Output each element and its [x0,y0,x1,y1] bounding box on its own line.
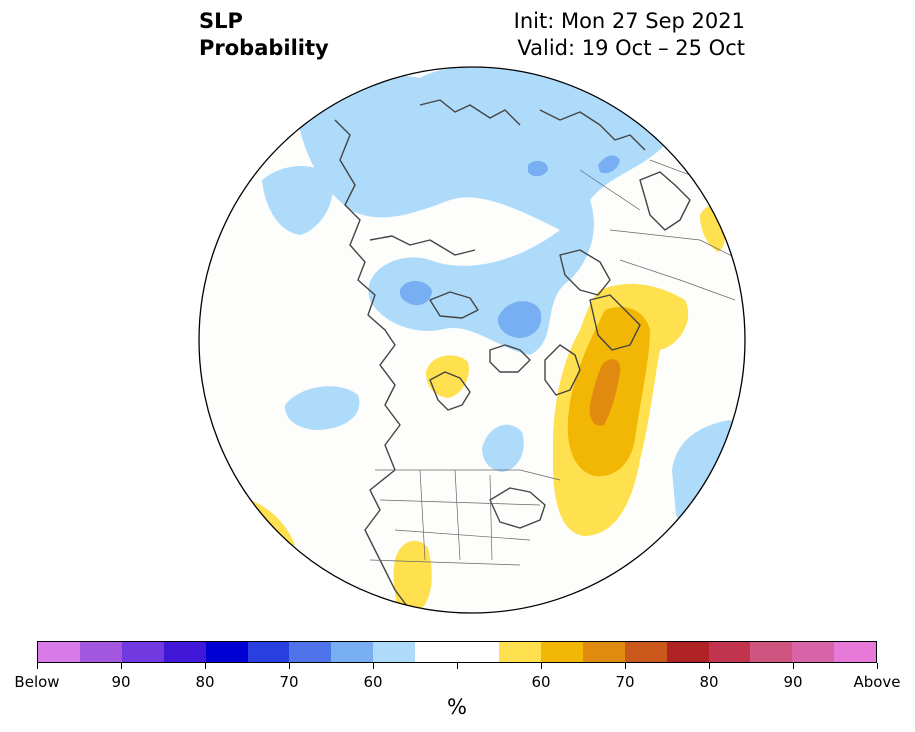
colorbar-segment [498,642,541,662]
title-product: Probability [199,36,329,60]
colorbar-tick [624,663,626,669]
valid-range: Valid: 19 Oct – 25 Oct [517,36,745,60]
colorbar-tick-label: 60 [531,673,551,691]
map-dates: Init: Mon 27 Sep 2021 Valid: 19 Oct – 25… [514,8,745,62]
below-normal-region-greatlakes [482,424,524,472]
colorbar-segment [834,642,877,662]
colorbar-tick-label: Above [853,673,901,691]
colorbar-tick [36,663,38,669]
colorbar-segment [121,642,164,662]
colorbar-tick [372,663,374,669]
colorbar-tick-label: 60 [363,673,383,691]
below-normal-region-pacific [284,386,360,430]
colorbar-tick [120,663,122,669]
below-60-core-1 [497,301,542,338]
colorbar-segment [666,642,709,662]
colorbar-tick-label: 80 [195,673,215,691]
colorbar-segment [79,642,122,662]
title-variable: SLP [199,9,243,33]
colorbar-segment [331,642,374,662]
colorbar-tick [876,663,878,669]
below-60-core-4 [528,160,548,177]
above-70-core [589,359,621,426]
colorbar-segment [205,642,248,662]
colorbar-tick-label: 90 [111,673,131,691]
colorbar-tick-label: 90 [783,673,803,691]
colorbar-segment [163,642,206,662]
colorbar-segment [750,642,793,662]
colorbar-tick [540,663,542,669]
below-60-core-2 [399,281,432,306]
below-normal-region-siberia [440,144,594,200]
polar-stereographic-map [198,66,746,614]
map-boundary [198,66,746,614]
colorbar-segment [792,642,835,662]
colorbar-segment [457,642,499,662]
above-normal-region-mexico [393,540,432,610]
colorbar-tick-label: 70 [615,673,635,691]
above-normal-region-hudson [426,355,469,398]
colorbar-tick [456,663,458,669]
colorbar-segment [708,642,751,662]
below-normal-region-west [262,165,333,235]
below-60-core-3 [598,155,620,174]
colorbar-segment [415,642,458,662]
colorbar-tick [204,663,206,669]
colorbar-tick-label: Below [14,673,60,691]
init-date: Init: Mon 27 Sep 2021 [513,9,745,33]
colorbar-tick [708,663,710,669]
colorbar-segment [540,642,583,662]
below-normal-region-arctic [300,67,665,355]
colorbar-segment [289,642,332,662]
colorbar-segment [247,642,290,662]
colorbar-tick-label: 80 [699,673,719,691]
colorbar-segment [582,642,625,662]
colorbar-tick [792,663,794,669]
colorbar-segment [38,642,80,662]
colorbar-unit: % [447,695,467,719]
coastlines [334,99,691,611]
map-title: SLP Probability [199,8,329,62]
colorbar-tick-label: 70 [279,673,299,691]
colorbar-segment [624,642,667,662]
probability-colorbar [37,641,877,663]
colorbar-tick [288,663,290,669]
colorbar-segment [373,642,416,662]
